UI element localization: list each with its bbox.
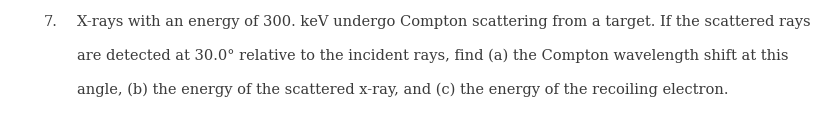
Text: angle, (b) the energy of the scattered x-ray, and (c) the energy of the recoilin: angle, (b) the energy of the scattered x… [77,82,728,97]
Text: 7.: 7. [44,15,58,29]
Text: X-rays with an energy of 300. keV undergo Compton scattering from a target. If t: X-rays with an energy of 300. keV underg… [77,15,810,29]
Text: are detected at 30.0° relative to the incident rays, find (a) the Compton wavele: are detected at 30.0° relative to the in… [77,49,787,63]
